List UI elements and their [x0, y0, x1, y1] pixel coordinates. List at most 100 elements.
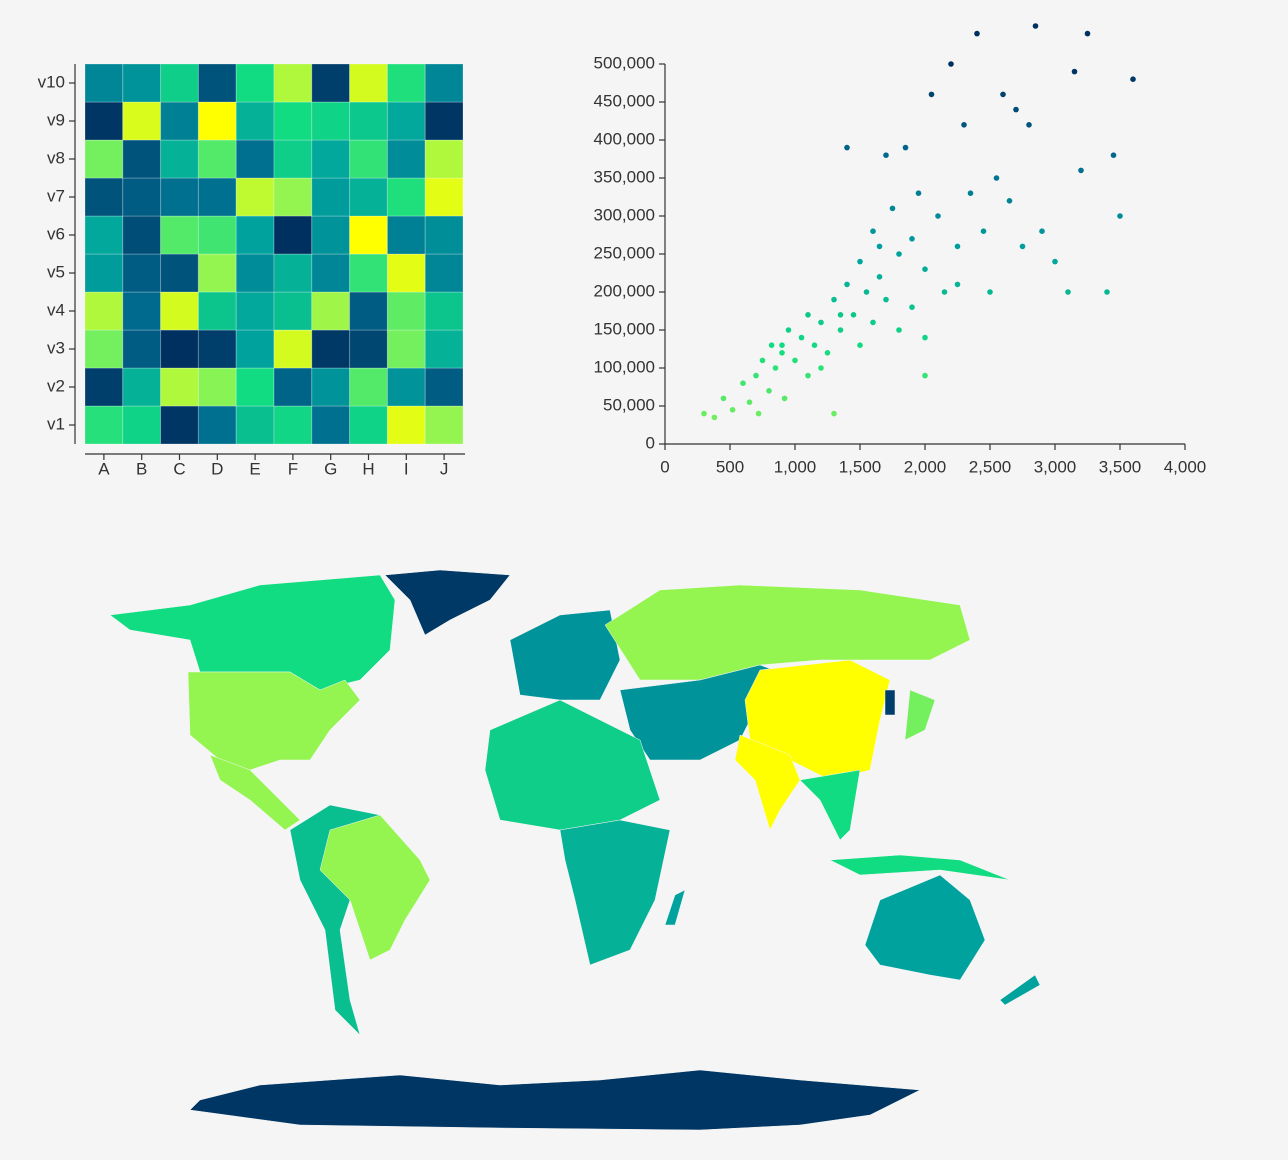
x-tick-label: I	[404, 459, 409, 478]
heat-cell	[84, 291, 124, 331]
scatter-point	[915, 190, 922, 196]
y-tick-label: 300,000	[594, 205, 655, 224]
map-region	[559, 819, 671, 966]
scatter-point	[935, 213, 941, 219]
heat-cell	[424, 215, 464, 255]
heat-cell	[273, 177, 313, 217]
scatter-point	[1039, 228, 1045, 234]
scatter-point	[755, 410, 762, 417]
scatter-point	[922, 334, 928, 341]
x-tick-label: 3,500	[1099, 457, 1142, 476]
y-tick-label: 250,000	[594, 243, 655, 262]
heat-cell	[424, 253, 464, 293]
scatter-point	[792, 357, 798, 364]
scatter-point	[980, 228, 987, 234]
heat-cell	[424, 63, 464, 103]
x-tick-label: G	[324, 459, 337, 478]
scatter-point	[883, 152, 889, 158]
y-tick-label: v1	[47, 414, 65, 433]
heat-cell	[84, 63, 124, 103]
heat-cell	[311, 329, 351, 369]
scatter-point	[857, 342, 863, 349]
heat-cell	[160, 329, 199, 369]
heat-cell	[84, 367, 124, 407]
heat-cell	[197, 367, 237, 407]
heat-cell	[349, 367, 388, 407]
heat-cell	[235, 329, 275, 369]
x-tick-label: F	[288, 459, 298, 478]
heat-cell	[424, 367, 464, 407]
scatter-point	[818, 365, 824, 371]
heat-cell	[235, 405, 275, 445]
scatter-point	[922, 372, 928, 379]
heat-cell	[349, 253, 388, 293]
y-tick-label: v7	[47, 186, 65, 205]
scatter-point	[1026, 122, 1032, 128]
heat-cell	[386, 63, 426, 103]
scatter-point	[798, 334, 805, 341]
scatter-point	[922, 266, 928, 273]
y-tick-label: 50,000	[603, 395, 655, 414]
scatter-point	[850, 312, 857, 318]
heat-cell	[235, 101, 275, 141]
scatter-point	[1065, 289, 1071, 295]
scatter-point	[779, 350, 785, 356]
scatter-point	[974, 30, 980, 37]
map-region	[999, 974, 1041, 1006]
y-tick-label: v8	[47, 148, 65, 167]
heat-cell	[197, 291, 237, 331]
y-tick-label: v5	[47, 262, 65, 281]
map-region	[884, 689, 896, 716]
y-tick-label: 350,000	[594, 167, 655, 186]
heat-cell	[197, 253, 237, 293]
heat-cell	[122, 405, 162, 445]
scatter-point	[876, 274, 883, 280]
heat-cell	[311, 177, 351, 217]
map-region	[187, 671, 361, 771]
heat-cell	[386, 139, 426, 179]
x-tick-label: 500	[716, 457, 744, 476]
heat-cell	[424, 139, 464, 179]
heat-cell	[84, 329, 124, 369]
heat-cell	[424, 405, 464, 445]
heat-cell	[349, 405, 388, 445]
y-tick-label: v3	[47, 338, 65, 357]
scatter-point	[863, 289, 870, 295]
heat-cell	[122, 101, 162, 141]
scatter-point	[831, 296, 837, 303]
heat-cell	[311, 367, 351, 407]
scatter-point	[967, 190, 974, 196]
heat-cell	[424, 177, 464, 217]
scatter-point	[902, 144, 909, 151]
x-tick-label: 1,000	[774, 457, 817, 476]
heat-cell	[235, 63, 275, 103]
x-tick-label: 3,000	[1034, 457, 1077, 476]
scatter-point	[883, 296, 889, 303]
heat-cell	[122, 139, 162, 179]
x-tick-label: J	[440, 459, 449, 478]
y-tick-label: v10	[38, 72, 65, 91]
scatter-point	[1013, 106, 1019, 113]
y-tick-label: 450,000	[594, 91, 655, 110]
heat-cell	[349, 139, 388, 179]
scatter-point	[805, 312, 811, 318]
scatter-point	[1078, 167, 1084, 174]
scatter-point	[729, 407, 736, 413]
heat-cell	[311, 253, 351, 293]
scatter-point	[896, 251, 902, 257]
heat-cell	[197, 405, 237, 445]
heat-cell	[311, 291, 351, 331]
scatter-point	[987, 289, 993, 295]
scatter-point	[824, 350, 831, 356]
scatter-point	[876, 243, 883, 250]
heat-cell	[386, 367, 426, 407]
heat-cell	[386, 101, 426, 141]
scatter-point	[1019, 243, 1026, 250]
heat-cell	[311, 405, 351, 445]
heat-cell	[386, 291, 426, 331]
map-region	[864, 874, 986, 981]
scatter-point	[720, 395, 727, 402]
heat-cell	[273, 291, 313, 331]
y-tick-label: v6	[47, 224, 65, 243]
